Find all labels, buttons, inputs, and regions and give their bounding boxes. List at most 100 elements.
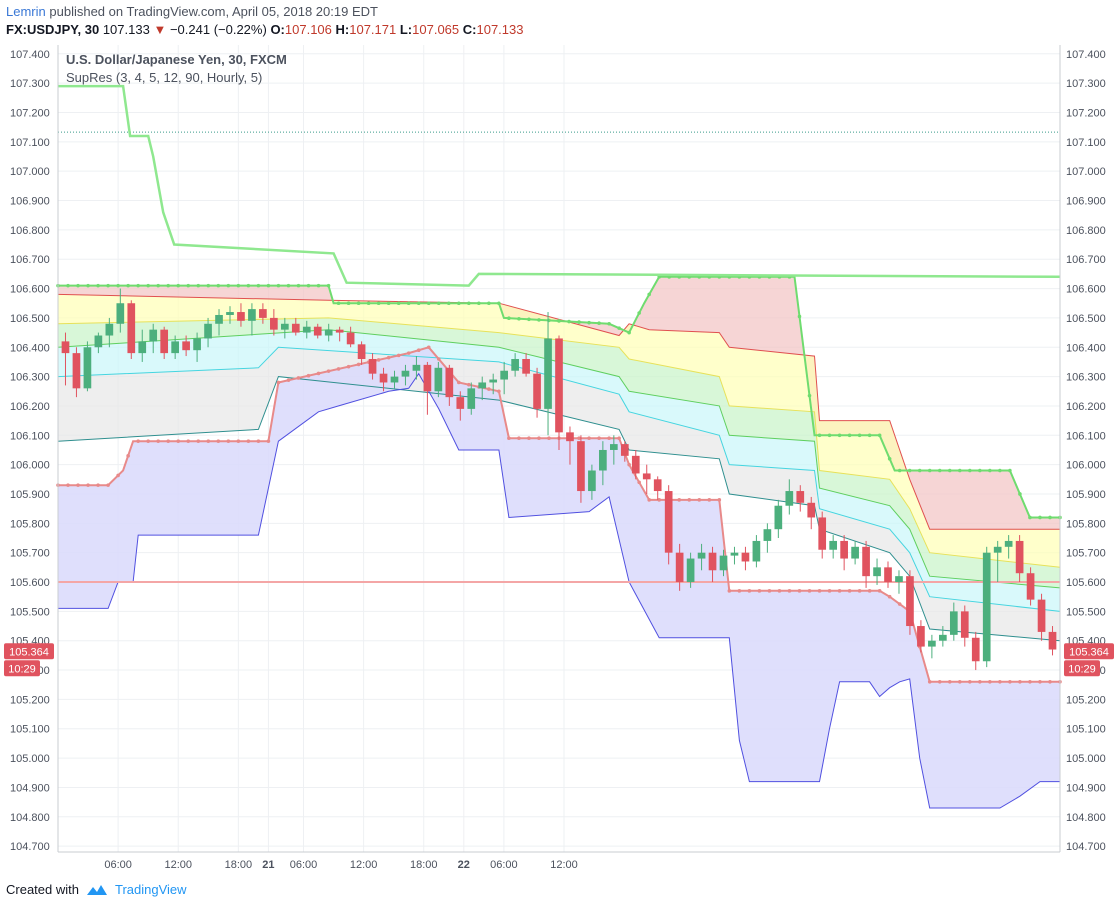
candle-body — [675, 552, 684, 583]
y-tick-label-left: 107.400 — [10, 49, 50, 61]
support-dot — [867, 589, 872, 593]
resistance-dot — [66, 283, 70, 288]
resistance-dot — [577, 320, 581, 324]
support-dot — [617, 436, 621, 441]
candle-body — [357, 344, 366, 359]
support-dot — [947, 679, 952, 684]
candle-body — [631, 455, 640, 474]
candle-body — [313, 326, 322, 336]
band-fill — [58, 329, 1060, 612]
resistance-dot — [426, 301, 431, 306]
support-dot — [246, 439, 251, 443]
resistance-dot — [296, 283, 301, 288]
candle-body — [171, 341, 179, 354]
resistance-dot — [156, 283, 160, 288]
tradingview-link[interactable]: TradingView — [114, 882, 187, 897]
support-dot — [136, 439, 140, 443]
y-tick-label-right: 106.400 — [1066, 342, 1106, 354]
candle-body — [664, 491, 673, 553]
support-dot — [216, 439, 221, 443]
resistance-dot — [316, 283, 321, 288]
y-tick-label-left: 107.000 — [10, 166, 50, 178]
support-dot — [256, 439, 261, 443]
support-dot — [316, 371, 321, 376]
candle-body — [862, 546, 870, 577]
low-band-line — [58, 372, 1060, 809]
resistance-dot — [968, 468, 972, 473]
candle-body — [83, 347, 92, 389]
candle-body — [423, 364, 432, 392]
resistance-dot — [557, 319, 561, 323]
candle-body — [204, 323, 212, 339]
support-dot — [697, 498, 702, 502]
resistance-dot — [537, 318, 541, 322]
resistance-dot — [497, 301, 501, 306]
time-tag-value-right: 10:29 — [1068, 663, 1096, 675]
resistance-dot — [507, 316, 511, 320]
support-dot — [276, 380, 281, 385]
x-tick-label: 06:00 — [104, 859, 132, 871]
support-dot — [1008, 679, 1012, 684]
y-tick-label-right: 105.600 — [1066, 577, 1106, 589]
y-tick-label-right: 104.700 — [1066, 841, 1106, 853]
candle-body — [346, 332, 355, 345]
price-tag-right — [1064, 643, 1114, 660]
support-dot — [767, 589, 772, 593]
resistance-dot — [917, 468, 922, 473]
published-text: published on TradingView.com, April 05, … — [49, 4, 378, 19]
support-dot — [537, 436, 541, 441]
resistance-dot — [817, 433, 822, 438]
y-tick-label-right: 106.900 — [1066, 196, 1106, 208]
resistance-dot — [86, 283, 90, 288]
time-tag-value-left: 10:29 — [8, 663, 36, 675]
candle-body — [368, 358, 377, 374]
candle-body — [642, 473, 651, 480]
candle-body — [182, 341, 190, 351]
x-tick-label: 22 — [458, 859, 470, 871]
author-link[interactable]: Lemrin — [6, 4, 46, 19]
candle-body — [741, 552, 750, 562]
x-tick-label: 18:00 — [225, 859, 253, 871]
support-dot — [807, 589, 812, 593]
resistance-dot — [827, 433, 832, 438]
support-dot — [236, 439, 241, 443]
candle-body — [401, 370, 410, 377]
y-tick-label-right: 105.800 — [1066, 518, 1106, 530]
support-dot — [647, 498, 651, 502]
resistance-dot — [487, 301, 491, 306]
candle-body — [291, 323, 300, 333]
candle-body — [949, 611, 958, 635]
resistance-dot — [837, 433, 842, 438]
high-label: H: — [335, 22, 350, 37]
resistance-dot — [527, 317, 531, 322]
candle-body — [1015, 540, 1024, 574]
support-dot — [86, 483, 90, 487]
support-dot — [406, 351, 411, 355]
support-dot — [1038, 679, 1042, 684]
candle-body — [1048, 631, 1057, 650]
y-tick-label-right: 106.000 — [1066, 460, 1106, 472]
candle-body — [149, 329, 158, 342]
candle-body — [412, 364, 421, 371]
support-dot — [757, 589, 762, 593]
y-tick-label-left: 104.900 — [10, 782, 50, 794]
support-dot — [196, 439, 201, 443]
candle-body — [478, 382, 487, 389]
candle-body — [960, 611, 969, 638]
y-tick-label-right: 105.100 — [1066, 724, 1106, 736]
candle-body — [577, 441, 585, 492]
down-arrow-icon: ▼ — [153, 22, 167, 37]
price-chart[interactable]: 107.400 107.400 107.300 107.300 107.200 107.2… — [0, 40, 1118, 910]
candle-body — [555, 338, 563, 433]
support-dot — [426, 345, 431, 350]
band-line — [57, 317, 1061, 568]
resistance-dot — [1048, 515, 1052, 520]
low-value: 107.065 — [412, 22, 460, 37]
candle-body — [653, 479, 662, 492]
resistance-dot — [517, 316, 521, 321]
y-tick-label-left: 105.200 — [10, 694, 50, 706]
candle-body — [72, 353, 81, 389]
y-tick-label-right: 107.000 — [1066, 166, 1106, 178]
support-dot — [206, 439, 211, 443]
resistance-dot — [336, 301, 341, 306]
